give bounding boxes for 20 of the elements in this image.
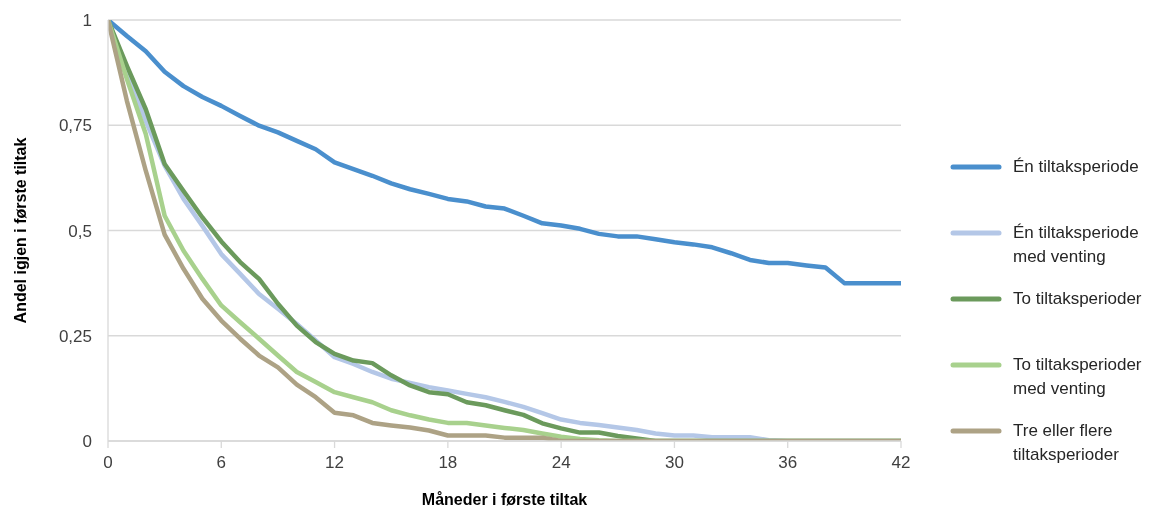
legend-label: Én tiltaksperiode <box>1013 156 1140 178</box>
legend-label: To tiltaksperioder <box>1013 288 1143 310</box>
y-axis-title: Andel igjen i første tiltak <box>11 137 29 324</box>
y-tick-label: 0 <box>82 432 92 452</box>
x-tick-label: 0 <box>103 453 113 473</box>
y-tick-label: 0,5 <box>68 221 92 241</box>
x-tick-label: 6 <box>216 453 227 473</box>
x-tick-label: 30 <box>664 453 684 473</box>
y-tick-label: 0,25 <box>58 326 92 346</box>
legend-label: Tre eller flere tiltaksperioder <box>1013 420 1120 466</box>
y-tick-label: 0,75 <box>58 116 92 136</box>
x-tick-label: 36 <box>778 453 798 473</box>
y-tick-label: 1 <box>82 11 92 31</box>
x-tick-label: 18 <box>438 453 458 473</box>
x-axis-title: Måneder i første tiltak <box>421 491 588 508</box>
x-tick-label: 24 <box>551 453 571 473</box>
legend-label: Én tiltaksperiode med venting <box>1013 222 1140 268</box>
x-tick-label: 12 <box>325 453 345 473</box>
legend-label: To tiltaksperioder med venting <box>1013 354 1143 400</box>
x-tick-label: 42 <box>891 453 911 473</box>
